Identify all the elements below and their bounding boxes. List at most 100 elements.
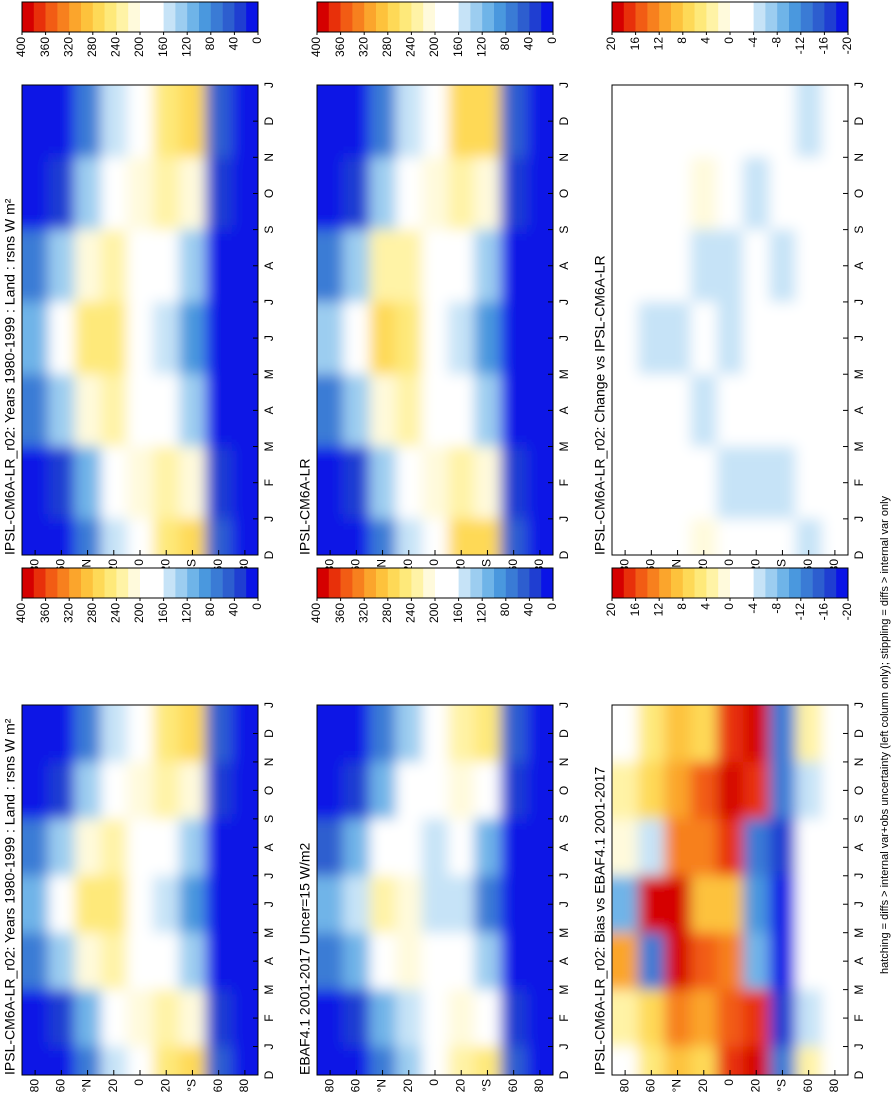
colorbar-band xyxy=(505,568,518,598)
cell xyxy=(100,875,128,933)
colorbar-tick-label: 40 xyxy=(227,603,241,617)
cell xyxy=(48,229,75,302)
cell xyxy=(612,705,639,762)
colorbar-band xyxy=(741,2,754,32)
cell xyxy=(743,818,770,876)
cell xyxy=(612,818,639,876)
colorbar-band xyxy=(210,2,223,32)
x-tick-label: J xyxy=(262,335,276,341)
colorbar-tick-label: 120 xyxy=(474,603,488,623)
x-tick-label: M xyxy=(852,442,866,452)
cell xyxy=(153,705,180,762)
colorbar-band xyxy=(116,568,129,598)
cell xyxy=(690,446,718,519)
colorbar-band xyxy=(789,2,802,32)
x-tick-label: D xyxy=(852,1070,866,1079)
colorbar-tick-label: 0 xyxy=(545,603,559,610)
x-tick-label: N xyxy=(557,758,571,767)
cell xyxy=(795,818,823,876)
colorbar-tick-label: 4 xyxy=(699,37,713,44)
cell xyxy=(153,156,180,230)
x-tick-label: J xyxy=(852,1044,866,1050)
colorbar-band xyxy=(682,2,695,32)
cell xyxy=(500,989,528,1047)
colorbar-band xyxy=(57,568,70,598)
cell xyxy=(795,156,823,230)
colorbar-band xyxy=(458,2,471,32)
cell xyxy=(317,85,344,158)
y-tick-label: 60 xyxy=(801,1079,815,1093)
x-tick-label: J xyxy=(262,82,276,88)
cell xyxy=(231,85,258,158)
panel: IPSL-CM6A-LR_r02: Change vs IPSL-CM6A-LR… xyxy=(592,1,866,572)
colorbar-band xyxy=(800,2,813,32)
cell xyxy=(369,932,397,990)
cell xyxy=(317,761,344,819)
cell xyxy=(395,875,423,933)
panel-title: IPSL-CM6A-LR_r02: Bias vs EBAF4.1 2001-2… xyxy=(592,767,608,1075)
colorbar-tick-label: 8 xyxy=(675,37,689,44)
cell xyxy=(474,761,502,819)
x-tick-label: F xyxy=(852,479,866,486)
cell xyxy=(448,229,475,302)
cell xyxy=(369,373,397,447)
cell xyxy=(664,156,692,230)
cell xyxy=(317,229,344,302)
cell xyxy=(395,373,423,447)
colorbar-tick-label: -4 xyxy=(746,603,760,614)
cell xyxy=(343,705,370,762)
cell xyxy=(664,518,692,555)
cell xyxy=(743,875,770,933)
cell xyxy=(395,446,423,519)
y-tick-label: °N xyxy=(375,1079,389,1092)
colorbar-band xyxy=(765,568,778,598)
colorbar-tick-label: 400 xyxy=(14,603,28,623)
x-tick-label: J xyxy=(852,873,866,879)
x-tick-label: D xyxy=(852,116,866,125)
cell xyxy=(369,705,397,762)
cell xyxy=(74,875,102,933)
colorbar-tick-label: 400 xyxy=(309,603,323,623)
colorbar-band xyxy=(340,2,353,32)
cell xyxy=(343,989,370,1047)
cell xyxy=(153,446,180,519)
colorbar-band xyxy=(151,2,164,32)
colorbar-band xyxy=(163,2,176,32)
x-tick-label: J xyxy=(557,516,571,522)
x-tick-label: A xyxy=(262,957,276,965)
cell xyxy=(690,818,718,876)
cell xyxy=(795,761,823,819)
y-tick-label: 0 xyxy=(132,559,146,566)
cell xyxy=(179,518,207,555)
colorbar-band xyxy=(92,568,105,598)
colorbar-band xyxy=(340,568,353,598)
colorbar-band xyxy=(836,568,849,598)
cell xyxy=(690,705,718,762)
cell xyxy=(126,989,154,1047)
field xyxy=(612,85,848,555)
cell xyxy=(795,932,823,990)
cell xyxy=(743,301,770,375)
colorbar-band xyxy=(411,568,424,598)
colorbar-tick-label: 120 xyxy=(179,37,193,57)
cell xyxy=(743,932,770,990)
cell xyxy=(179,818,207,876)
x-tick-label: J xyxy=(557,873,571,879)
cell xyxy=(664,761,692,819)
colorbar-band xyxy=(175,568,188,598)
y-tick-label: °S xyxy=(775,1079,789,1092)
x-tick-label: J xyxy=(557,702,571,708)
cell xyxy=(179,705,207,762)
cell xyxy=(100,373,128,447)
cell xyxy=(474,301,502,375)
colorbar-band xyxy=(812,2,825,32)
x-tick-label: J xyxy=(262,702,276,708)
cell xyxy=(205,446,233,519)
cell xyxy=(612,156,639,230)
x-tick-label: J xyxy=(557,82,571,88)
cell xyxy=(153,875,180,933)
cell xyxy=(716,85,744,158)
x-tick-label: J xyxy=(262,516,276,522)
y-tick-label: 20 xyxy=(748,1079,762,1093)
cell xyxy=(317,818,344,876)
